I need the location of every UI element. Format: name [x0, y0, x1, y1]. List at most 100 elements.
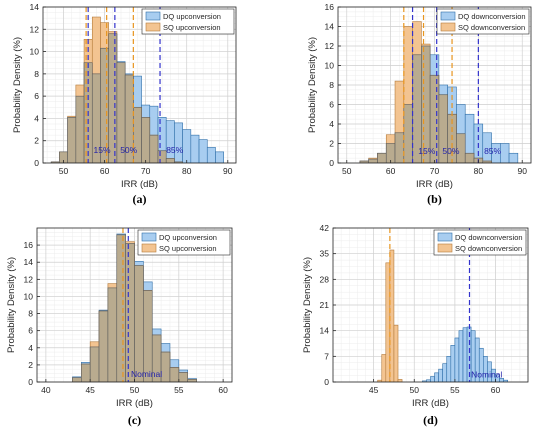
- bar-sq: [385, 262, 391, 382]
- bars: [377, 249, 508, 382]
- y-tick-label: 35: [320, 249, 330, 259]
- annotation-label: 85%: [166, 145, 183, 155]
- bar-sq: [389, 249, 395, 382]
- annotation-label: Nominal: [471, 370, 502, 380]
- x-tick-label: 50: [342, 166, 352, 176]
- bar-dq: [454, 337, 460, 382]
- y-tick-label: 10: [325, 61, 335, 71]
- bar-dq: [198, 139, 208, 163]
- bar-overlap: [108, 33, 118, 163]
- legend-label-sq: SQ upconversion: [159, 244, 217, 253]
- bar-overlap: [81, 363, 91, 382]
- bar-overlap: [160, 351, 171, 382]
- chart-panel-3: Nominal 40 45 50 55 60 0 2 4 6 8 10 12 14 16 IRR (dB) Pr…: [6, 227, 233, 427]
- bar-overlap: [482, 160, 492, 163]
- legend: DQ upconversion SQ upconversion: [141, 8, 235, 35]
- y-tick-label: 4: [329, 119, 334, 129]
- panel-caption: (b): [427, 192, 442, 206]
- y-tick-label: 42: [320, 223, 330, 233]
- bar-overlap: [456, 133, 466, 163]
- y-tick-label: 2: [28, 360, 33, 370]
- x-tick-label: 60: [491, 385, 501, 395]
- bar-dq: [508, 152, 519, 163]
- x-axis-label: IRR (dB): [121, 179, 158, 190]
- bar-dq: [215, 151, 224, 163]
- legend-swatch-sq: [437, 243, 453, 253]
- bar-dq: [430, 376, 435, 382]
- y-tick-label: 7: [324, 351, 329, 361]
- y-tick-label: 2: [329, 139, 334, 149]
- y-tick-label: 0: [324, 377, 329, 387]
- y-tick-label: 21: [320, 300, 330, 310]
- panel-caption: (a): [133, 192, 147, 206]
- bar-overlap: [394, 132, 405, 163]
- y-tick-label: 14: [320, 326, 330, 336]
- y-tick-label: 4: [28, 343, 33, 353]
- y-tick-label: 28: [320, 274, 330, 284]
- bar-dq: [174, 122, 183, 163]
- y-tick-label: 6: [34, 91, 39, 101]
- bar-overlap: [72, 377, 82, 382]
- annotation-label: 85%: [484, 146, 501, 156]
- bar-overlap: [169, 367, 180, 382]
- x-tick-label: 80: [182, 166, 192, 176]
- bar-overlap: [116, 234, 126, 382]
- x-tick-label: 90: [223, 166, 233, 176]
- legend: DQ downconversion SQ downconversion: [433, 229, 527, 256]
- panel-caption: (d): [423, 413, 438, 427]
- y-tick-label: 14: [30, 2, 40, 12]
- bar-sq: [381, 354, 387, 382]
- bar-overlap: [149, 134, 159, 163]
- bar-dq: [182, 129, 192, 163]
- x-axis-label: IRR (dB): [116, 398, 153, 409]
- annotation-label: Nominal: [131, 369, 162, 379]
- bar-dq: [434, 372, 439, 382]
- legend-swatch-sq: [145, 22, 161, 32]
- y-tick-label: 12: [24, 274, 34, 284]
- y-axis-label: Probability Density (%): [302, 257, 313, 353]
- x-tick-label: 70: [430, 166, 440, 176]
- legend-label-sq: SQ upconversion: [163, 23, 221, 32]
- y-tick-label: 14: [24, 257, 34, 267]
- bar-dq: [458, 330, 464, 382]
- y-tick-label: 16: [24, 240, 34, 250]
- y-tick-label: 10: [24, 291, 34, 301]
- bar-overlap: [67, 117, 77, 163]
- bar-overlap: [75, 95, 85, 163]
- x-tick-label: 90: [517, 166, 527, 176]
- y-tick-label: 0: [28, 377, 33, 387]
- annotation-label: 50%: [120, 145, 137, 155]
- y-tick-label: 10: [30, 47, 40, 57]
- bar-dq: [438, 368, 443, 382]
- y-axis-label: Probability Density (%): [6, 257, 17, 353]
- y-tick-label: 6: [329, 100, 334, 110]
- bar-dq: [450, 345, 456, 382]
- bars: [50, 16, 224, 163]
- x-tick-label: 60: [386, 166, 396, 176]
- bar-overlap: [98, 310, 109, 382]
- y-tick-label: 8: [34, 69, 39, 79]
- legend-label-dq: DQ upconversion: [163, 12, 221, 21]
- legend: DQ downconversion SQ downconversion: [436, 8, 530, 35]
- y-tick-label: 8: [329, 80, 334, 90]
- y-tick-label: 0: [329, 158, 334, 168]
- bar-overlap: [165, 158, 175, 163]
- x-tick-label: 50: [59, 166, 69, 176]
- bar-dq: [462, 327, 468, 382]
- bar-dq: [442, 363, 448, 382]
- bar-overlap: [403, 104, 413, 163]
- legend-swatch-sq: [141, 243, 157, 253]
- x-tick-label: 60: [100, 166, 110, 176]
- y-tick-label: 4: [34, 113, 39, 123]
- legend-label-dq: DQ downconversion: [458, 12, 526, 21]
- x-tick-label: 80: [474, 166, 484, 176]
- x-tick-label: 45: [369, 385, 379, 395]
- y-tick-label: 12: [30, 24, 40, 34]
- y-tick-label: 2: [34, 136, 39, 146]
- bar-overlap: [125, 243, 135, 382]
- chart-panel-4: Nominal 45 50 55 60 0 7 14 21 28 35 42 IRR (dB) Proba…: [302, 223, 529, 427]
- bar-overlap: [377, 152, 387, 163]
- bar-dq: [165, 120, 175, 163]
- x-tick-label: 70: [141, 166, 151, 176]
